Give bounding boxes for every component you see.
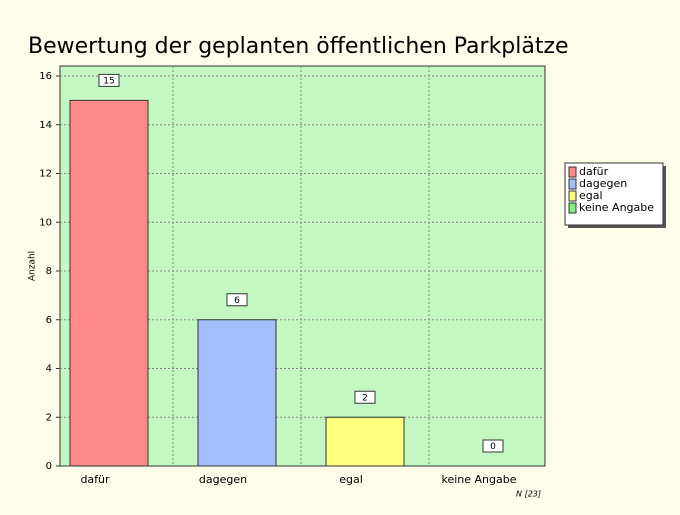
bar bbox=[325, 416, 405, 467]
legend-label: dagegen bbox=[579, 177, 627, 190]
legend-label: keine Angabe bbox=[579, 201, 654, 214]
y-tick-label: 0 bbox=[46, 461, 52, 472]
value-label-box bbox=[98, 73, 120, 87]
y-tick-label: 8 bbox=[46, 266, 52, 277]
x-tick-label: dagegen bbox=[199, 473, 247, 486]
y-axis-label: Anzahl bbox=[28, 251, 38, 281]
bar bbox=[69, 99, 149, 467]
legend-label: egal bbox=[579, 189, 603, 202]
chart-title: Bewertung der geplanten öffentlichen Par… bbox=[28, 34, 569, 59]
value-label: 2 bbox=[362, 393, 368, 403]
value-label-box bbox=[354, 390, 376, 404]
legend-swatch bbox=[568, 178, 577, 190]
y-tick-label: 4 bbox=[46, 364, 52, 375]
value-label: 6 bbox=[234, 296, 240, 306]
legend-label: dafür bbox=[579, 165, 609, 178]
legend-swatch bbox=[568, 202, 577, 214]
legend-swatch bbox=[568, 190, 577, 202]
x-tick-label: keine Angabe bbox=[441, 473, 516, 486]
note: N [23] bbox=[516, 490, 541, 499]
legend-swatch bbox=[568, 166, 577, 178]
y-tick-label: 14 bbox=[39, 120, 52, 131]
value-label-box bbox=[226, 293, 248, 307]
y-tick-label: 10 bbox=[39, 217, 52, 228]
legend-box bbox=[564, 162, 664, 226]
value-label: 0 bbox=[490, 442, 496, 452]
y-tick-label: 12 bbox=[39, 169, 52, 180]
bar bbox=[197, 319, 277, 467]
x-tick-label: dafür bbox=[80, 473, 110, 486]
y-tick-label: 6 bbox=[46, 315, 52, 326]
y-tick-label: 16 bbox=[39, 71, 52, 82]
value-label-box bbox=[482, 439, 504, 453]
y-tick-label: 2 bbox=[46, 412, 52, 423]
x-tick-label: egal bbox=[339, 473, 363, 486]
value-label: 15 bbox=[103, 76, 114, 86]
